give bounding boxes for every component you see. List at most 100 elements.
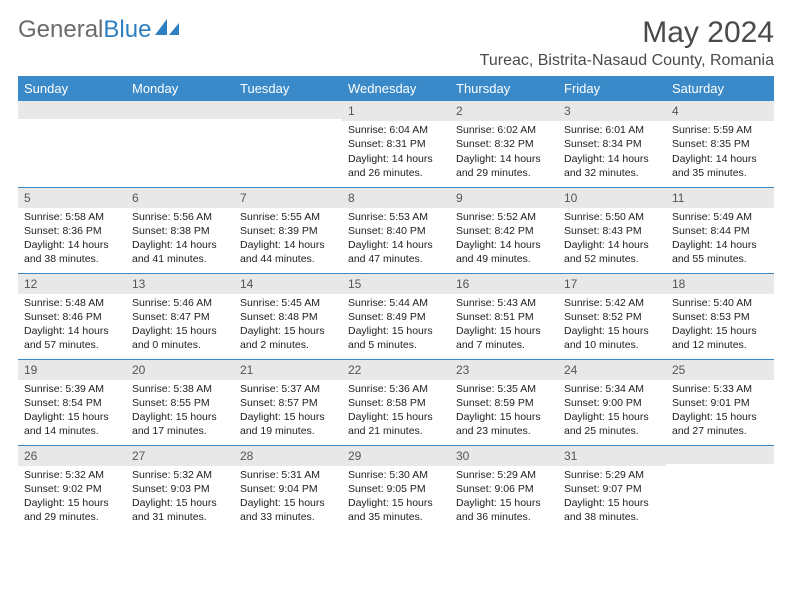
sunset-text: Sunset: 8:47 PM (132, 310, 228, 324)
day-header: Sunday (18, 76, 126, 101)
day-number: 5 (18, 188, 126, 208)
sunset-text: Sunset: 8:32 PM (456, 137, 552, 151)
sunrise-text: Sunrise: 5:53 AM (348, 210, 444, 224)
calendar-day-cell: 30Sunrise: 5:29 AMSunset: 9:06 PMDayligh… (450, 445, 558, 531)
calendar-day-cell: 19Sunrise: 5:39 AMSunset: 8:54 PMDayligh… (18, 359, 126, 445)
sunset-text: Sunset: 8:42 PM (456, 224, 552, 238)
sunrise-text: Sunrise: 6:02 AM (456, 123, 552, 137)
day-details: Sunrise: 5:37 AMSunset: 8:57 PMDaylight:… (234, 380, 342, 443)
sunrise-text: Sunrise: 5:55 AM (240, 210, 336, 224)
calendar-day-cell: 22Sunrise: 5:36 AMSunset: 8:58 PMDayligh… (342, 359, 450, 445)
day-number: 24 (558, 360, 666, 380)
page-header: GeneralBlue May 2024 Tureac, Bistrita-Na… (18, 16, 774, 70)
sunset-text: Sunset: 8:40 PM (348, 224, 444, 238)
daylight-text: Daylight: 14 hours and 57 minutes. (24, 324, 120, 352)
calendar-day-cell: 26Sunrise: 5:32 AMSunset: 9:02 PMDayligh… (18, 445, 126, 531)
day-number (666, 446, 774, 464)
sunset-text: Sunset: 8:54 PM (24, 396, 120, 410)
sunset-text: Sunset: 8:34 PM (564, 137, 660, 151)
calendar-day-cell: 20Sunrise: 5:38 AMSunset: 8:55 PMDayligh… (126, 359, 234, 445)
day-details: Sunrise: 5:49 AMSunset: 8:44 PMDaylight:… (666, 208, 774, 271)
calendar-day-cell (126, 101, 234, 187)
sunset-text: Sunset: 9:01 PM (672, 396, 768, 410)
daylight-text: Daylight: 15 hours and 10 minutes. (564, 324, 660, 352)
sunrise-text: Sunrise: 5:30 AM (348, 468, 444, 482)
calendar-week-row: 5Sunrise: 5:58 AMSunset: 8:36 PMDaylight… (18, 187, 774, 273)
calendar-table: Sunday Monday Tuesday Wednesday Thursday… (18, 76, 774, 531)
daylight-text: Daylight: 14 hours and 47 minutes. (348, 238, 444, 266)
sunset-text: Sunset: 9:05 PM (348, 482, 444, 496)
day-number: 25 (666, 360, 774, 380)
daylight-text: Daylight: 15 hours and 17 minutes. (132, 410, 228, 438)
sunrise-text: Sunrise: 5:40 AM (672, 296, 768, 310)
day-details: Sunrise: 6:04 AMSunset: 8:31 PMDaylight:… (342, 121, 450, 184)
calendar-day-cell: 6Sunrise: 5:56 AMSunset: 8:38 PMDaylight… (126, 187, 234, 273)
day-number: 12 (18, 274, 126, 294)
calendar-day-cell: 7Sunrise: 5:55 AMSunset: 8:39 PMDaylight… (234, 187, 342, 273)
sunset-text: Sunset: 8:57 PM (240, 396, 336, 410)
day-details: Sunrise: 5:55 AMSunset: 8:39 PMDaylight:… (234, 208, 342, 271)
day-details: Sunrise: 6:01 AMSunset: 8:34 PMDaylight:… (558, 121, 666, 184)
day-number: 6 (126, 188, 234, 208)
calendar-day-cell (666, 445, 774, 531)
day-number: 15 (342, 274, 450, 294)
daylight-text: Daylight: 15 hours and 36 minutes. (456, 496, 552, 524)
day-number: 18 (666, 274, 774, 294)
sunrise-text: Sunrise: 5:46 AM (132, 296, 228, 310)
daylight-text: Daylight: 15 hours and 19 minutes. (240, 410, 336, 438)
day-details: Sunrise: 5:59 AMSunset: 8:35 PMDaylight:… (666, 121, 774, 184)
sunrise-text: Sunrise: 5:31 AM (240, 468, 336, 482)
calendar-day-cell: 4Sunrise: 5:59 AMSunset: 8:35 PMDaylight… (666, 101, 774, 187)
calendar-week-row: 1Sunrise: 6:04 AMSunset: 8:31 PMDaylight… (18, 101, 774, 187)
sunrise-text: Sunrise: 5:29 AM (564, 468, 660, 482)
sunset-text: Sunset: 9:06 PM (456, 482, 552, 496)
sunset-text: Sunset: 8:39 PM (240, 224, 336, 238)
location-subtitle: Tureac, Bistrita-Nasaud County, Romania (480, 52, 774, 70)
calendar-day-cell: 11Sunrise: 5:49 AMSunset: 8:44 PMDayligh… (666, 187, 774, 273)
day-details: Sunrise: 5:43 AMSunset: 8:51 PMDaylight:… (450, 294, 558, 357)
calendar-day-cell: 1Sunrise: 6:04 AMSunset: 8:31 PMDaylight… (342, 101, 450, 187)
daylight-text: Daylight: 14 hours and 29 minutes. (456, 152, 552, 180)
sunrise-text: Sunrise: 5:39 AM (24, 382, 120, 396)
sunrise-text: Sunrise: 5:37 AM (240, 382, 336, 396)
day-details: Sunrise: 5:53 AMSunset: 8:40 PMDaylight:… (342, 208, 450, 271)
sunset-text: Sunset: 8:59 PM (456, 396, 552, 410)
day-number: 16 (450, 274, 558, 294)
day-details: Sunrise: 5:32 AMSunset: 9:02 PMDaylight:… (18, 466, 126, 529)
day-details: Sunrise: 5:29 AMSunset: 9:06 PMDaylight:… (450, 466, 558, 529)
sunrise-text: Sunrise: 5:56 AM (132, 210, 228, 224)
sunrise-text: Sunrise: 5:42 AM (564, 296, 660, 310)
sunset-text: Sunset: 8:51 PM (456, 310, 552, 324)
day-details: Sunrise: 5:56 AMSunset: 8:38 PMDaylight:… (126, 208, 234, 271)
day-number (126, 101, 234, 119)
day-header: Thursday (450, 76, 558, 101)
sunrise-text: Sunrise: 6:04 AM (348, 123, 444, 137)
sunrise-text: Sunrise: 5:48 AM (24, 296, 120, 310)
calendar-day-cell: 29Sunrise: 5:30 AMSunset: 9:05 PMDayligh… (342, 445, 450, 531)
day-number: 10 (558, 188, 666, 208)
day-number: 2 (450, 101, 558, 121)
day-details: Sunrise: 5:36 AMSunset: 8:58 PMDaylight:… (342, 380, 450, 443)
brand-logo: GeneralBlue (18, 16, 181, 44)
day-details: Sunrise: 5:58 AMSunset: 8:36 PMDaylight:… (18, 208, 126, 271)
day-number: 20 (126, 360, 234, 380)
day-number: 14 (234, 274, 342, 294)
sunset-text: Sunset: 8:38 PM (132, 224, 228, 238)
day-details: Sunrise: 5:42 AMSunset: 8:52 PMDaylight:… (558, 294, 666, 357)
calendar-day-cell: 23Sunrise: 5:35 AMSunset: 8:59 PMDayligh… (450, 359, 558, 445)
brand-sail-icon (155, 16, 181, 44)
day-number: 22 (342, 360, 450, 380)
sunrise-text: Sunrise: 5:33 AM (672, 382, 768, 396)
sunrise-text: Sunrise: 5:58 AM (24, 210, 120, 224)
calendar-week-row: 26Sunrise: 5:32 AMSunset: 9:02 PMDayligh… (18, 445, 774, 531)
daylight-text: Daylight: 15 hours and 29 minutes. (24, 496, 120, 524)
daylight-text: Daylight: 15 hours and 2 minutes. (240, 324, 336, 352)
calendar-day-cell (18, 101, 126, 187)
day-details: Sunrise: 6:02 AMSunset: 8:32 PMDaylight:… (450, 121, 558, 184)
day-number: 21 (234, 360, 342, 380)
day-number: 29 (342, 446, 450, 466)
month-title: May 2024 (480, 16, 774, 50)
day-number: 1 (342, 101, 450, 121)
calendar-day-cell: 31Sunrise: 5:29 AMSunset: 9:07 PMDayligh… (558, 445, 666, 531)
day-number: 9 (450, 188, 558, 208)
